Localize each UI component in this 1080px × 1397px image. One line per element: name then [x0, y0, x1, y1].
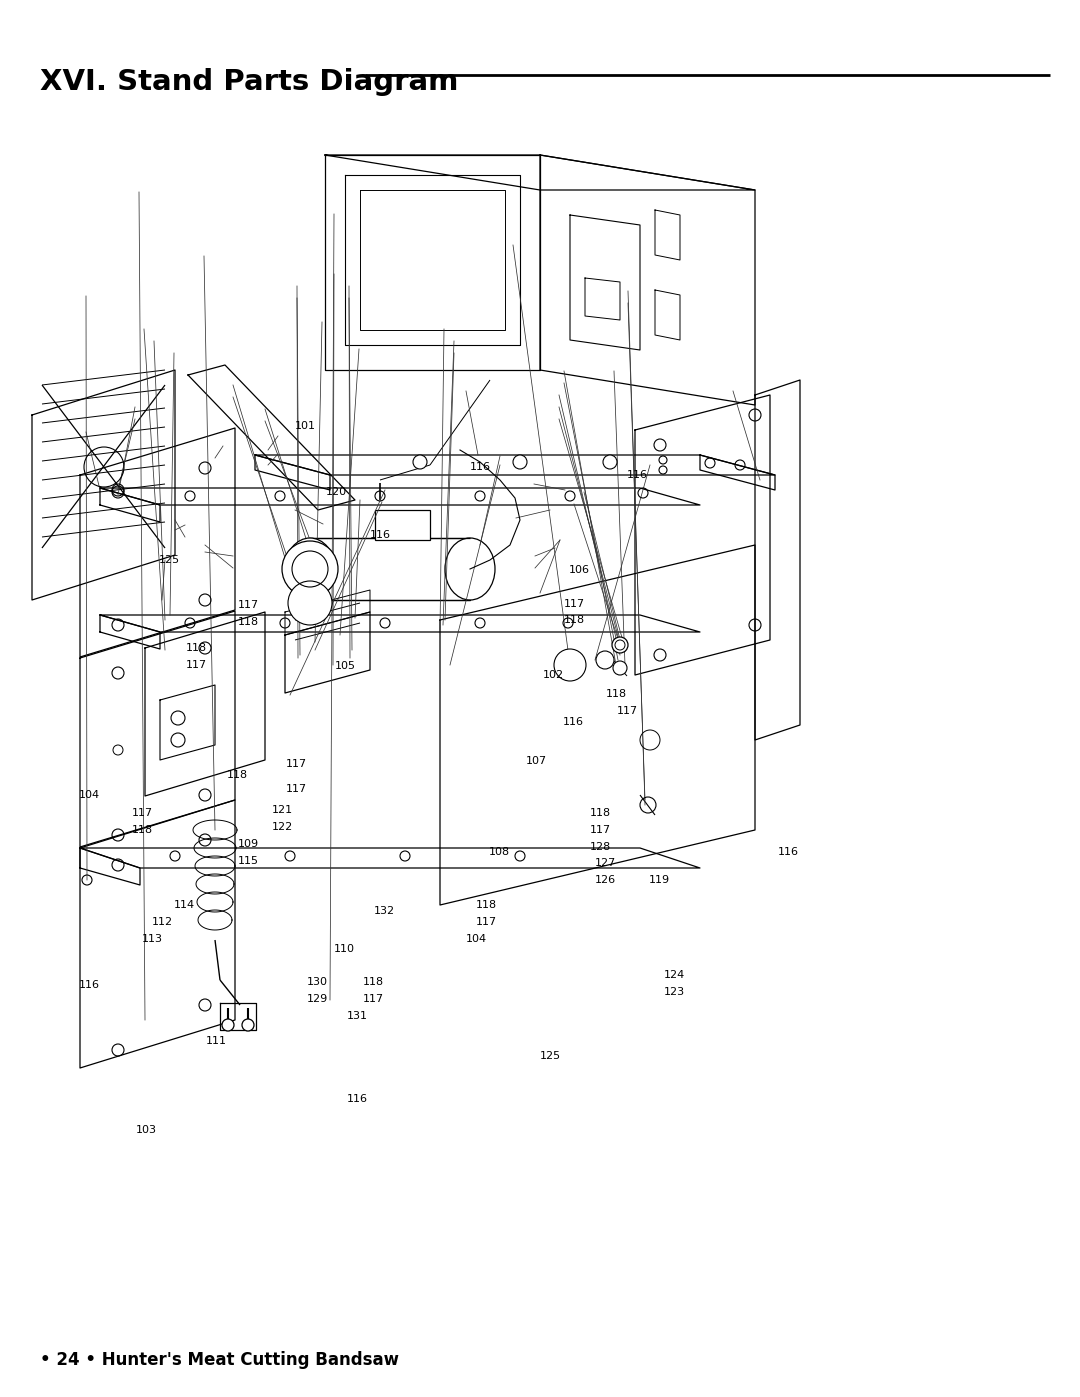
Circle shape	[288, 581, 332, 624]
Text: 125: 125	[159, 555, 180, 566]
Text: 113: 113	[141, 933, 162, 944]
Circle shape	[554, 650, 586, 680]
Text: 111: 111	[206, 1035, 227, 1046]
Text: 124: 124	[664, 970, 686, 981]
Text: 117: 117	[476, 916, 498, 928]
Circle shape	[413, 455, 427, 469]
Text: 117: 117	[617, 705, 638, 717]
Text: 115: 115	[238, 855, 258, 866]
Circle shape	[612, 637, 627, 652]
Text: 117: 117	[186, 659, 207, 671]
Text: 117: 117	[363, 993, 384, 1004]
Circle shape	[659, 455, 667, 464]
Text: 106: 106	[569, 564, 590, 576]
Text: 105: 105	[335, 661, 355, 672]
Text: 101: 101	[295, 420, 315, 432]
Text: 130: 130	[307, 977, 327, 988]
Text: 118: 118	[132, 824, 153, 835]
Text: 104: 104	[465, 933, 487, 944]
Text: 109: 109	[238, 838, 259, 849]
Circle shape	[613, 661, 627, 675]
Circle shape	[242, 1018, 254, 1031]
Text: 127: 127	[595, 858, 617, 869]
Text: 128: 128	[590, 841, 611, 852]
Text: 118: 118	[238, 616, 259, 627]
Text: 120: 120	[326, 486, 348, 497]
Text: 131: 131	[347, 1010, 367, 1021]
Text: 116: 116	[626, 469, 647, 481]
Text: 118: 118	[590, 807, 611, 819]
Ellipse shape	[445, 538, 495, 599]
Text: 117: 117	[590, 824, 611, 835]
Text: XVI. Stand Parts Diagram: XVI. Stand Parts Diagram	[40, 68, 458, 96]
Polygon shape	[375, 510, 430, 541]
Text: 103: 103	[136, 1125, 157, 1136]
Text: 122: 122	[272, 821, 294, 833]
Text: 116: 116	[470, 461, 490, 472]
Text: 112: 112	[152, 916, 174, 928]
Text: 114: 114	[174, 900, 195, 911]
Text: 121: 121	[272, 805, 294, 816]
Text: 117: 117	[238, 599, 259, 610]
Text: 116: 116	[347, 1094, 367, 1105]
Text: 117: 117	[132, 807, 153, 819]
Text: 118: 118	[476, 900, 498, 911]
Text: 116: 116	[369, 529, 390, 541]
Text: 118: 118	[606, 689, 627, 700]
Circle shape	[659, 467, 667, 474]
Text: 118: 118	[186, 643, 207, 654]
Text: 119: 119	[649, 875, 671, 886]
Text: 110: 110	[334, 943, 354, 954]
Text: 126: 126	[595, 875, 617, 886]
Circle shape	[513, 455, 527, 469]
Text: 107: 107	[526, 756, 548, 767]
Text: 118: 118	[564, 615, 585, 626]
Text: 117: 117	[286, 784, 308, 795]
Ellipse shape	[285, 538, 335, 599]
Text: 117: 117	[564, 598, 585, 609]
Text: 125: 125	[540, 1051, 562, 1062]
Text: 123: 123	[664, 986, 686, 997]
Text: 118: 118	[227, 770, 248, 781]
Text: 116: 116	[79, 979, 99, 990]
Text: 116: 116	[778, 847, 798, 858]
Text: • 24 • Hunter's Meat Cutting Bandsaw: • 24 • Hunter's Meat Cutting Bandsaw	[40, 1351, 399, 1369]
Circle shape	[222, 1018, 234, 1031]
Text: 117: 117	[286, 759, 308, 770]
Text: 116: 116	[563, 717, 583, 728]
Circle shape	[282, 541, 338, 597]
Text: 118: 118	[363, 977, 384, 988]
Text: 129: 129	[307, 993, 328, 1004]
Text: 104: 104	[79, 789, 100, 800]
Circle shape	[603, 455, 617, 469]
Text: 108: 108	[489, 847, 511, 858]
Text: 132: 132	[374, 905, 395, 916]
Text: 102: 102	[543, 669, 565, 680]
Circle shape	[596, 651, 615, 669]
